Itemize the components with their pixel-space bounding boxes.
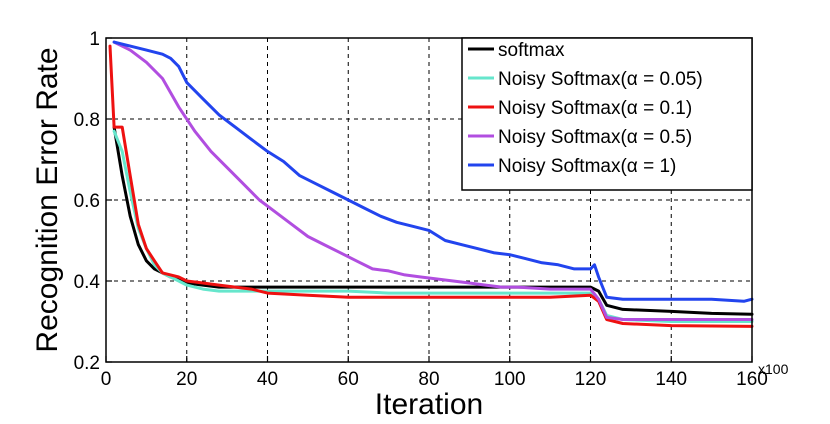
y-tick-labels: 0.2 0.4 0.6 0.8 1 bbox=[74, 29, 101, 374]
x-tick-labels: 0 20 40 60 80 100 120 140 160 bbox=[101, 369, 768, 390]
x-tick-label: 0 bbox=[101, 369, 112, 390]
legend-box bbox=[461, 37, 753, 191]
x-tick-label: 80 bbox=[418, 369, 439, 390]
series-lines bbox=[108, 40, 754, 328]
x-tick-label: 100 bbox=[494, 369, 526, 390]
x-axis-label: Iteration bbox=[375, 388, 483, 421]
legend-label: Noisy Softmax(α = 0.05) bbox=[498, 69, 703, 90]
x-tick-label: 160 bbox=[736, 369, 768, 390]
axis-ticks bbox=[105, 37, 753, 363]
series-line bbox=[112, 40, 754, 321]
legend-label: softmax bbox=[498, 40, 565, 61]
y-axis-label: Recognition Error Rate bbox=[31, 47, 64, 352]
y-tick-label: 0.8 bbox=[74, 110, 100, 131]
x-tick-label: 20 bbox=[176, 369, 197, 390]
legend: softmax Noisy Softmax(α = 0.05) Noisy Soft… bbox=[461, 37, 753, 191]
legend-label: Noisy Softmax(α = 0.1) bbox=[498, 98, 692, 119]
legend-label: Noisy Softmax(α = 1) bbox=[498, 156, 676, 177]
x-tick-label: 60 bbox=[338, 369, 359, 390]
x-tick-label: 40 bbox=[257, 369, 278, 390]
y-tick-label: 1 bbox=[89, 29, 100, 50]
y-tick-label: 0.2 bbox=[74, 353, 100, 374]
legend-label: Noisy Softmax(α = 0.5) bbox=[498, 127, 692, 148]
series-line bbox=[112, 40, 754, 303]
x-tick-label: 120 bbox=[575, 369, 607, 390]
series-line bbox=[108, 44, 754, 328]
y-tick-label: 0.4 bbox=[74, 272, 101, 293]
x-tick-label: 140 bbox=[655, 369, 687, 390]
y-tick-label: 0.6 bbox=[74, 191, 100, 212]
x-scale-label: x100 bbox=[758, 361, 789, 377]
series-line bbox=[112, 125, 754, 316]
